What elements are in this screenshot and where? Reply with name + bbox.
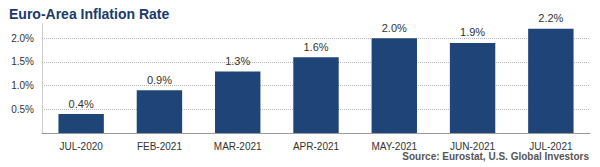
svg-text:0.9%: 0.9% xyxy=(147,74,172,86)
svg-text:1.6%: 1.6% xyxy=(303,41,328,53)
svg-text:1.3%: 1.3% xyxy=(225,55,250,67)
svg-text:1.5%: 1.5% xyxy=(11,56,34,67)
svg-text:Source: Eurostat, U.S. Global: Source: Eurostat, U.S. Global Investors xyxy=(402,151,589,162)
svg-text:JUN-2021: JUN-2021 xyxy=(450,140,496,152)
svg-text:MAR-2021: MAR-2021 xyxy=(214,141,262,152)
svg-text:2.2%: 2.2% xyxy=(538,12,563,24)
svg-text:1.0%: 1.0% xyxy=(11,80,34,91)
svg-text:MAY-2021: MAY-2021 xyxy=(371,140,418,152)
svg-text:2.0%: 2.0% xyxy=(11,33,34,44)
svg-text:Euro-Area Inflation Rate: Euro-Area Inflation Rate xyxy=(9,6,169,22)
svg-text:1.9%: 1.9% xyxy=(460,26,485,38)
svg-text:0.5%: 0.5% xyxy=(11,104,34,115)
svg-text:0.4%: 0.4% xyxy=(69,98,94,110)
svg-text:JUL-2021: JUL-2021 xyxy=(529,140,573,152)
svg-text:2.0%: 2.0% xyxy=(382,22,407,34)
svg-text:JUL-2020: JUL-2020 xyxy=(59,141,103,152)
svg-text:APR-2021: APR-2021 xyxy=(293,141,340,152)
svg-text:FEB-2021: FEB-2021 xyxy=(137,141,182,152)
